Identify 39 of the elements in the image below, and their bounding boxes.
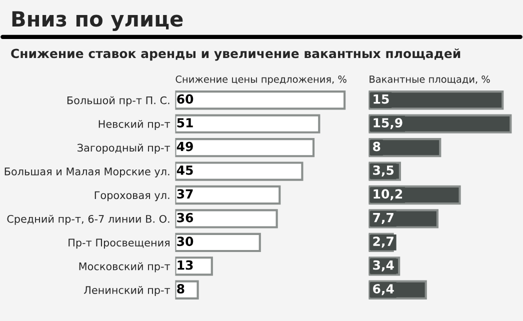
- chart-title: Вниз по улице: [12, 11, 183, 31]
- data-label: 36: [177, 212, 194, 222]
- bar: [175, 256, 213, 276]
- data-label: 6,4: [373, 284, 394, 296]
- data-label: 3,5: [373, 165, 394, 177]
- data-label: 37: [177, 189, 193, 199]
- bar: [175, 209, 278, 228]
- bar: [175, 114, 320, 134]
- y-tick-label: Пр-т Просвещения: [68, 238, 170, 249]
- bar: [175, 138, 315, 158]
- data-label: 8: [177, 284, 184, 294]
- data-label: 51: [177, 118, 193, 128]
- data-label: 15: [374, 94, 389, 104]
- data-label: 30: [177, 236, 194, 246]
- bar: [175, 90, 346, 110]
- bar: [175, 162, 304, 181]
- x-axis-title: Снижение цены предложения, %: [176, 76, 346, 85]
- y-tick-label: Большой пр-т П. С.: [67, 96, 170, 106]
- data-label: 60: [177, 94, 194, 104]
- data-label: 7,7: [373, 213, 394, 224]
- bar: [175, 185, 281, 205]
- data-label: 45: [176, 166, 193, 175]
- y-tick-label: Московский пр-т: [79, 262, 170, 272]
- data-label: 8: [373, 142, 380, 152]
- y-tick-label: Ленинский пр-т: [84, 286, 170, 296]
- bar: [368, 90, 504, 110]
- data-label: 10,2: [374, 189, 402, 200]
- y-tick-label: Гороховая ул.: [94, 191, 170, 202]
- data-label: 15,9: [374, 118, 402, 130]
- y-tick-label: Средний пр-т, 6-7 линии В. О.: [7, 214, 170, 225]
- y-tick-label: Невский пр-т: [98, 120, 170, 130]
- x-axis-title: Вакантные площади, %: [370, 76, 490, 84]
- chart-subtitle: Снижение ставок аренды и увеличение вакантных площадей: [11, 48, 460, 61]
- data-label: 13: [178, 260, 193, 270]
- data-label: 3,4: [373, 260, 394, 272]
- y-tick-label: Большая и Малая Морские ул.: [4, 168, 170, 178]
- y-tick-label: Загородный пр-т: [78, 144, 170, 154]
- data-label: 49: [176, 142, 193, 152]
- bar: [175, 232, 261, 252]
